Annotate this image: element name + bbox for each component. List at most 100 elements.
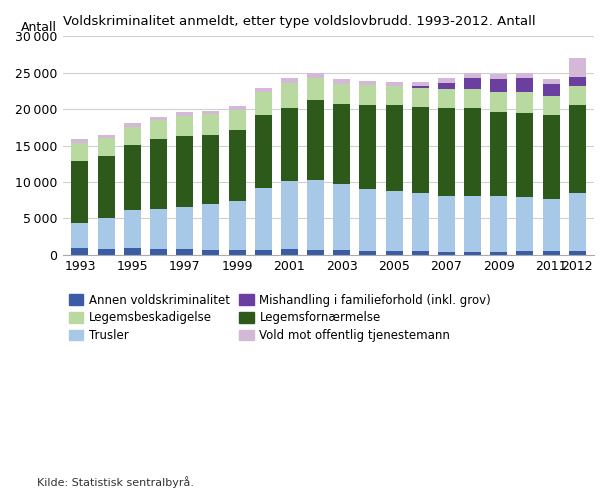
Bar xyxy=(333,83,350,104)
Bar xyxy=(490,112,508,196)
Bar xyxy=(255,92,271,115)
Bar xyxy=(229,201,245,250)
Bar xyxy=(150,117,167,121)
Bar xyxy=(281,79,298,83)
Bar xyxy=(98,249,115,255)
Bar xyxy=(438,252,455,255)
Bar xyxy=(281,249,298,255)
Bar xyxy=(281,108,298,181)
Bar xyxy=(569,250,586,255)
Bar xyxy=(569,105,586,193)
Bar xyxy=(176,207,193,249)
Bar xyxy=(98,219,115,249)
Bar xyxy=(412,107,429,193)
Text: Voldskriminalitet anmeldt, etter type voldslovbrudd. 1993-2012. Antall: Voldskriminalitet anmeldt, etter type vo… xyxy=(63,15,536,28)
Bar xyxy=(124,145,141,210)
Bar xyxy=(517,197,534,251)
Bar xyxy=(307,78,324,100)
Bar xyxy=(71,223,88,248)
Bar xyxy=(543,79,559,84)
Bar xyxy=(124,126,141,145)
Bar xyxy=(281,181,298,249)
Bar xyxy=(517,73,534,79)
Bar xyxy=(386,251,403,255)
Bar xyxy=(569,58,586,77)
Bar xyxy=(359,104,376,188)
Bar xyxy=(490,92,508,112)
Bar xyxy=(176,116,193,136)
Bar xyxy=(307,250,324,255)
Text: Kilde: Statistisk sentralbyrå.: Kilde: Statistisk sentralbyrå. xyxy=(37,476,193,488)
Bar xyxy=(438,83,455,89)
Bar xyxy=(438,79,455,83)
Bar xyxy=(359,81,376,85)
Bar xyxy=(71,248,88,255)
Bar xyxy=(333,184,350,250)
Bar xyxy=(333,79,350,83)
Bar xyxy=(569,77,586,86)
Bar xyxy=(98,135,115,138)
Bar xyxy=(569,193,586,250)
Bar xyxy=(307,180,324,250)
Bar xyxy=(124,210,141,248)
Bar xyxy=(386,82,403,86)
Bar xyxy=(464,252,481,255)
Bar xyxy=(124,123,141,126)
Bar xyxy=(359,188,376,250)
Bar xyxy=(307,100,324,180)
Bar xyxy=(490,196,508,252)
Bar xyxy=(517,251,534,255)
Bar xyxy=(203,204,220,250)
Bar xyxy=(255,250,271,255)
Bar xyxy=(386,86,403,105)
Bar xyxy=(412,82,429,86)
Bar xyxy=(386,191,403,251)
Legend: Annen voldskriminalitet, Legemsbeskadigelse, Trusler, Mishandling i familieforho: Annen voldskriminalitet, Legemsbeskadige… xyxy=(69,294,491,342)
Bar xyxy=(333,250,350,255)
Bar xyxy=(543,251,559,255)
Bar xyxy=(98,157,115,219)
Bar xyxy=(386,105,403,191)
Bar xyxy=(359,250,376,255)
Bar xyxy=(517,79,534,92)
Bar xyxy=(464,196,481,252)
Bar xyxy=(229,106,245,110)
Text: Antall: Antall xyxy=(20,21,56,34)
Bar xyxy=(203,135,220,204)
Bar xyxy=(255,115,271,188)
Bar xyxy=(71,161,88,223)
Bar xyxy=(255,188,271,250)
Bar xyxy=(203,110,220,114)
Bar xyxy=(464,108,481,196)
Bar xyxy=(229,110,245,130)
Bar xyxy=(71,139,88,142)
Bar xyxy=(412,88,429,107)
Bar xyxy=(438,196,455,252)
Bar xyxy=(229,130,245,201)
Bar xyxy=(176,112,193,116)
Bar xyxy=(359,85,376,104)
Bar xyxy=(71,142,88,161)
Bar xyxy=(490,79,508,92)
Bar xyxy=(333,104,350,184)
Bar xyxy=(490,252,508,255)
Bar xyxy=(438,89,455,108)
Bar xyxy=(203,250,220,255)
Bar xyxy=(543,199,559,251)
Bar xyxy=(150,139,167,209)
Bar xyxy=(543,84,559,96)
Bar xyxy=(412,251,429,255)
Bar xyxy=(438,108,455,196)
Bar xyxy=(150,209,167,249)
Bar xyxy=(412,193,429,251)
Bar xyxy=(464,89,481,108)
Bar xyxy=(124,248,141,255)
Bar xyxy=(150,249,167,255)
Bar xyxy=(229,250,245,255)
Bar xyxy=(255,88,271,92)
Bar xyxy=(517,113,534,197)
Bar xyxy=(490,74,508,79)
Bar xyxy=(176,249,193,255)
Bar xyxy=(543,96,559,115)
Bar xyxy=(412,86,429,88)
